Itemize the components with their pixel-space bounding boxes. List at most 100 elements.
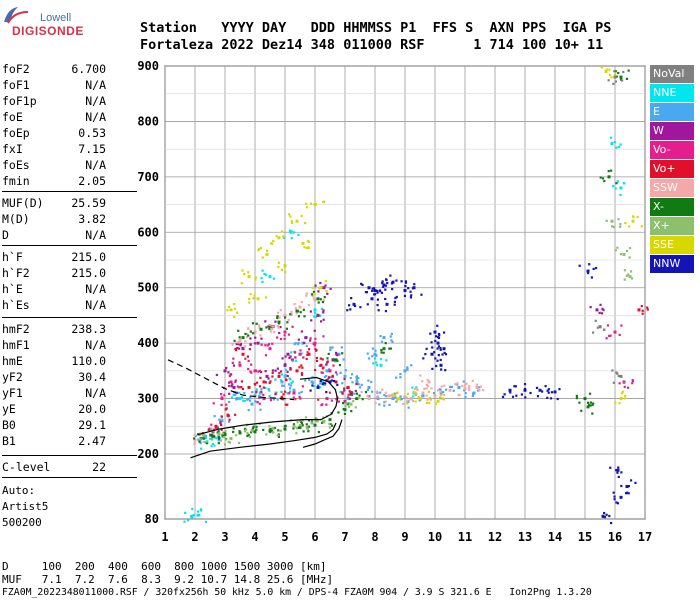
data-point-cluster: [355, 392, 359, 395]
data-point-cluster: [283, 265, 286, 268]
data-point-cluster: [389, 347, 392, 350]
data-point-cluster: [427, 390, 430, 393]
data-point-ssw: [475, 385, 479, 389]
data-point-cluster: [247, 409, 250, 412]
data-point-cluster: [454, 383, 457, 386]
data-point-cluster: [403, 294, 407, 298]
data-point-cluster: [615, 371, 618, 374]
data-point-cluster: [394, 395, 397, 398]
f2-trace-line: [190, 422, 337, 459]
data-point-cluster: [285, 327, 289, 330]
data-point-vo-: [262, 397, 266, 401]
data-point-cluster: [212, 402, 215, 405]
data-point-cluster: [341, 401, 345, 405]
data-point-cluster: [617, 145, 621, 148]
data-point-cluster: [614, 70, 617, 73]
data-point-cluster: [371, 390, 374, 393]
data-point-nnw: [439, 363, 443, 367]
data-point-cluster: [283, 236, 286, 240]
data-point-vo-: [283, 330, 287, 334]
data-point-cluster: [228, 418, 231, 421]
data-point-cluster: [358, 394, 361, 397]
data-point-cluster: [443, 384, 446, 387]
data-point-cluster: [636, 215, 639, 219]
data-point-cluster: [191, 507, 194, 511]
data-point-cluster: [321, 371, 324, 374]
data-point-cluster: [373, 357, 377, 360]
data-point-cluster: [628, 247, 632, 250]
data-point-cluster: [373, 293, 377, 296]
data-point-cluster: [620, 471, 623, 474]
data-point-cluster: [261, 256, 264, 259]
data-point-cluster: [337, 400, 340, 403]
data-point-cluster: [319, 379, 322, 383]
data-point-sse: [229, 308, 233, 312]
data-point-cluster: [249, 337, 252, 340]
data-point-cluster: [615, 182, 618, 185]
data-point-cluster: [260, 371, 263, 374]
data-point-cluster: [284, 368, 288, 371]
data-point-x-: [322, 420, 326, 424]
param-value: 215.0: [71, 266, 106, 280]
data-point-cluster: [300, 301, 303, 304]
data-point-cluster: [225, 407, 228, 410]
data-point-e: [253, 394, 257, 398]
data-point-cluster: [253, 294, 256, 297]
data-point-cluster: [326, 378, 329, 381]
footer-file-row: FZA0M_2022348011000.RSF / 320fx256h 50 k…: [2, 587, 592, 598]
data-point-cluster: [291, 221, 294, 224]
data-point-cluster: [312, 342, 315, 345]
data-point-cluster: [245, 335, 249, 339]
data-point-cluster: [202, 440, 205, 443]
data-point-cluster: [240, 396, 244, 399]
data-point-cluster: [612, 226, 616, 229]
x-tick-label: 11: [458, 530, 472, 544]
data-point-cluster: [249, 330, 252, 333]
data-point-cluster: [619, 193, 622, 197]
data-point-cluster: [264, 370, 267, 373]
data-point-cluster: [258, 402, 261, 405]
data-point-cluster: [323, 296, 326, 299]
data-point-cluster: [290, 351, 293, 354]
data-point-cluster: [409, 296, 413, 299]
param-value: 2.05: [78, 174, 106, 188]
data-point-cluster: [347, 405, 351, 408]
data-point-cluster: [272, 398, 276, 401]
data-point-cluster: [335, 351, 338, 355]
data-point-cluster: [292, 427, 295, 430]
data-point-cluster: [603, 328, 606, 331]
data-point-cluster: [410, 364, 413, 367]
data-point-cluster: [234, 380, 237, 384]
data-point-cluster: [342, 407, 345, 411]
data-point-cluster: [297, 233, 300, 236]
param-value: N/A: [85, 94, 106, 108]
data-point-ssw: [268, 323, 272, 327]
data-point-cluster: [301, 385, 304, 388]
data-point-cluster: [239, 344, 242, 347]
data-point-cluster: [284, 355, 287, 358]
data-point-x-: [283, 427, 287, 431]
data-point-cluster: [616, 246, 619, 249]
data-point-cluster: [278, 316, 281, 319]
data-point-cluster: [523, 387, 527, 391]
data-point-cluster: [254, 383, 257, 386]
data-point-cluster: [514, 385, 517, 388]
y-tick-label: 400: [137, 336, 159, 350]
data-point-cluster: [220, 392, 223, 396]
data-point-cluster: [306, 427, 309, 430]
data-point-cluster: [255, 428, 258, 431]
data-point-cluster: [282, 384, 285, 387]
data-point-cluster: [629, 270, 633, 273]
data-point-cluster: [241, 353, 245, 356]
data-point-cluster: [384, 400, 387, 403]
x-tick-label: 3: [221, 530, 228, 544]
data-point-cluster: [273, 426, 277, 430]
data-point-cluster: [261, 280, 264, 284]
x-tick-label: 10: [428, 530, 442, 544]
data-point-cluster: [371, 355, 374, 358]
data-point-cluster: [295, 427, 298, 430]
data-point-vo-: [268, 347, 272, 351]
data-point-cluster: [269, 427, 272, 431]
param-key: foE: [2, 110, 23, 124]
data-point-cluster: [223, 394, 226, 397]
